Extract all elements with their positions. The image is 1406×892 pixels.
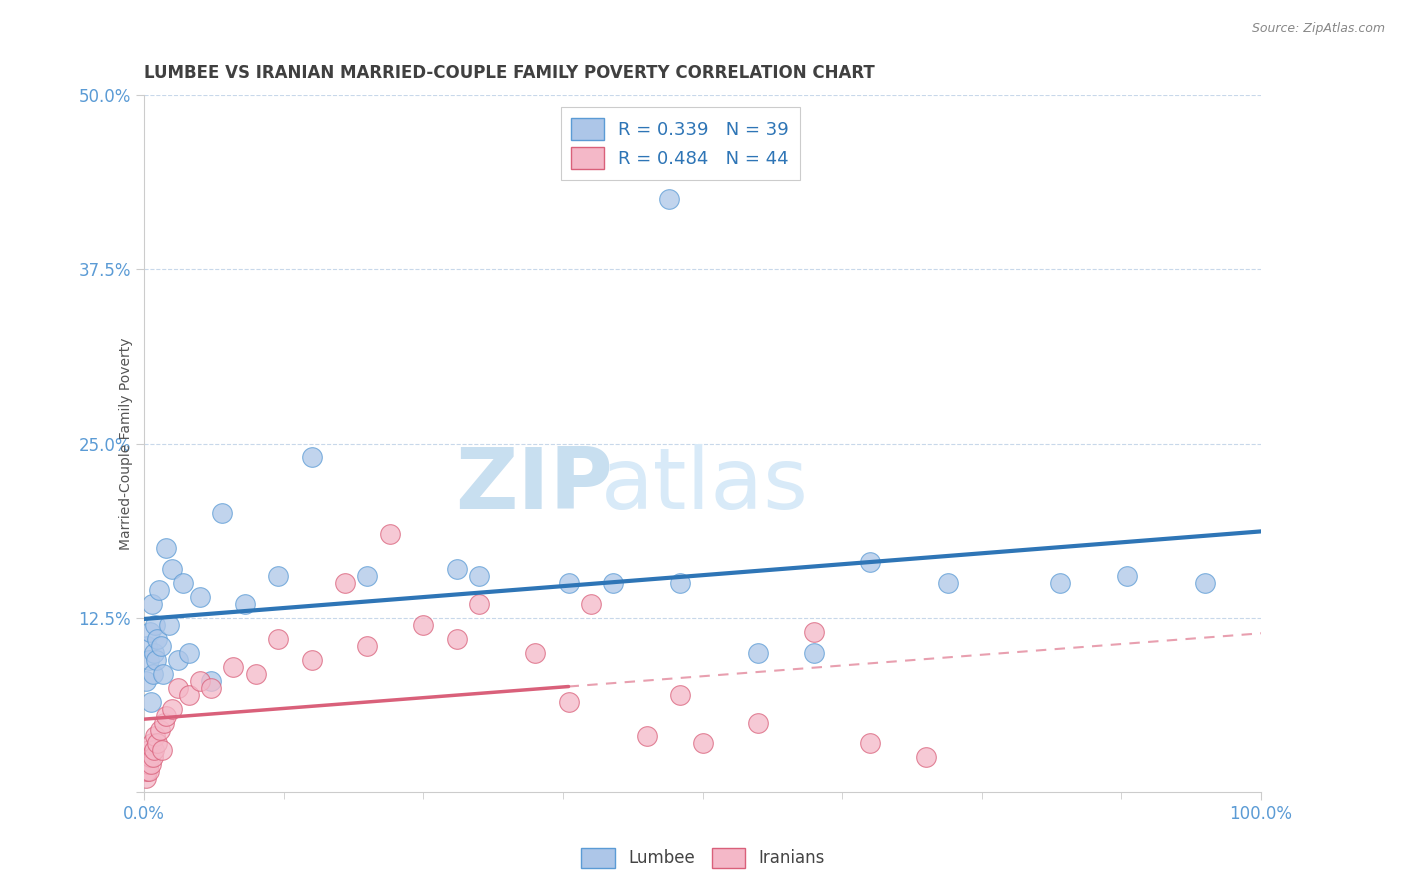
Point <box>157 618 180 632</box>
Point <box>267 632 290 646</box>
Point <box>692 736 714 750</box>
Point <box>579 597 602 611</box>
Point <box>915 750 938 764</box>
Point <box>356 639 378 653</box>
Point <box>468 597 491 611</box>
Point <box>188 673 211 688</box>
Legend: R = 0.339   N = 39, R = 0.484   N = 44: R = 0.339 N = 39, R = 0.484 N = 44 <box>561 107 800 180</box>
Point <box>142 666 165 681</box>
Point <box>669 576 692 591</box>
Point <box>557 576 579 591</box>
Text: ZIP: ZIP <box>456 444 613 527</box>
Point <box>155 541 177 556</box>
Point <box>859 736 882 750</box>
Point <box>136 764 159 779</box>
Point <box>160 701 183 715</box>
Point <box>145 653 167 667</box>
Point <box>160 562 183 576</box>
Point <box>152 666 174 681</box>
Point <box>149 723 172 737</box>
Point <box>138 750 160 764</box>
Point <box>135 750 157 764</box>
Text: LUMBEE VS IRANIAN MARRIED-COUPLE FAMILY POVERTY CORRELATION CHART: LUMBEE VS IRANIAN MARRIED-COUPLE FAMILY … <box>143 64 875 82</box>
Point <box>146 632 169 646</box>
Point <box>138 653 160 667</box>
Point <box>356 569 378 583</box>
Point <box>669 688 692 702</box>
Point <box>177 646 200 660</box>
Point <box>602 576 624 591</box>
Point <box>136 757 159 772</box>
Point <box>139 695 162 709</box>
Point <box>267 569 290 583</box>
Point <box>155 708 177 723</box>
Point <box>446 632 468 646</box>
Point <box>222 659 245 673</box>
Point <box>143 618 166 632</box>
Point <box>301 450 323 465</box>
Point <box>412 618 434 632</box>
Point <box>245 666 267 681</box>
Point <box>557 695 579 709</box>
Point <box>378 527 401 541</box>
Point <box>859 555 882 569</box>
Point <box>200 673 222 688</box>
Point <box>149 639 172 653</box>
Point <box>143 730 166 744</box>
Point <box>139 757 162 772</box>
Point <box>142 750 165 764</box>
Point <box>1194 576 1216 591</box>
Point <box>148 582 170 597</box>
Point <box>143 743 166 757</box>
Point <box>301 653 323 667</box>
Point <box>138 764 160 779</box>
Point <box>177 688 200 702</box>
Point <box>135 772 157 786</box>
Point <box>747 715 769 730</box>
Point <box>135 673 157 688</box>
Point <box>141 597 163 611</box>
Point <box>138 743 160 757</box>
Point <box>188 590 211 604</box>
Point <box>200 681 222 695</box>
Point <box>936 576 959 591</box>
Text: Source: ZipAtlas.com: Source: ZipAtlas.com <box>1251 22 1385 36</box>
Point <box>1116 569 1139 583</box>
Legend: Lumbee, Iranians: Lumbee, Iranians <box>575 841 831 875</box>
Point <box>150 743 173 757</box>
Point <box>135 757 157 772</box>
Point <box>166 681 188 695</box>
Text: atlas: atlas <box>600 444 808 527</box>
Point <box>747 646 769 660</box>
Point <box>166 653 188 667</box>
Point <box>138 624 160 639</box>
Y-axis label: Married-Couple Family Poverty: Married-Couple Family Poverty <box>120 337 134 549</box>
Point <box>468 569 491 583</box>
Point <box>524 646 547 660</box>
Point <box>803 624 825 639</box>
Point <box>141 736 163 750</box>
Point <box>658 192 681 206</box>
Point <box>1049 576 1071 591</box>
Point <box>153 715 176 730</box>
Point <box>333 576 356 591</box>
Point <box>233 597 256 611</box>
Point <box>146 736 169 750</box>
Point <box>636 730 658 744</box>
Point <box>211 506 233 520</box>
Point <box>172 576 194 591</box>
Point <box>143 646 166 660</box>
Point <box>136 639 159 653</box>
Point <box>446 562 468 576</box>
Point <box>803 646 825 660</box>
Point <box>134 764 156 779</box>
